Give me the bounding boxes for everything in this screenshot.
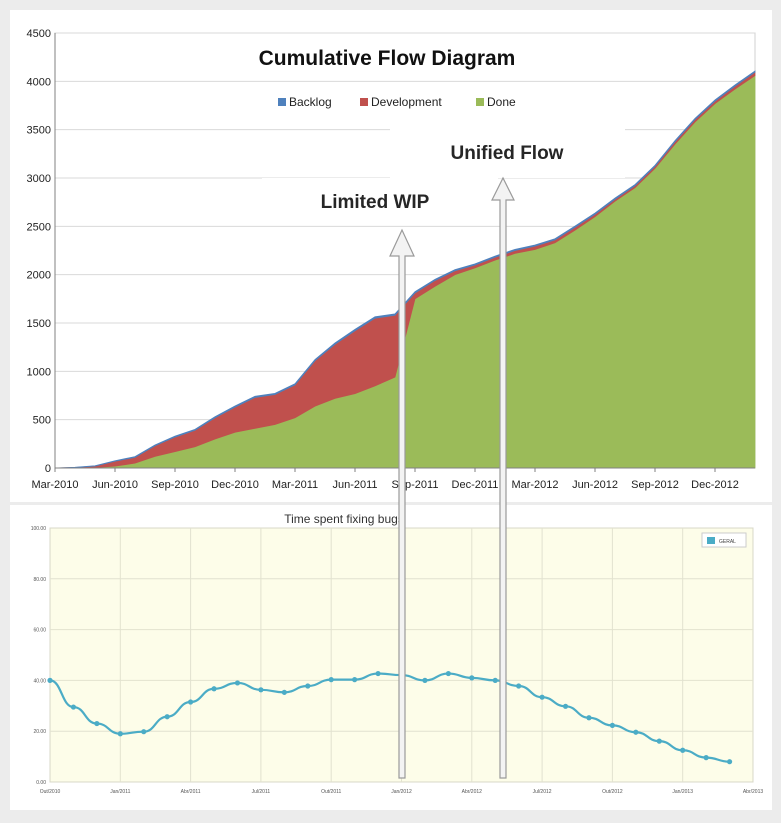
- annotation-box-limited-wip: [262, 178, 498, 222]
- cfd-ytick-label: 4000: [27, 76, 51, 88]
- bugs-data-point: [117, 731, 123, 737]
- bugs-series-line: [49, 672, 730, 763]
- cfd-legend: Backlog Development Done: [278, 95, 516, 109]
- bugs-xtick-label: Out/2010: [40, 789, 61, 795]
- bugs-data-point: [234, 680, 241, 686]
- bugs-data-point: [469, 675, 475, 681]
- bugs-data-point: [70, 704, 77, 710]
- bugs-data-point: [562, 703, 569, 709]
- cfd-title: Cumulative Flow Diagram: [259, 47, 516, 70]
- bugs-data-point: [539, 694, 545, 700]
- bugs-xtick-label: Jul/2012: [533, 789, 552, 795]
- bugs-data-point: [352, 677, 358, 683]
- bugs-xtick-label: Jan/2012: [391, 789, 412, 795]
- cfd-xtick-label: Jun-2010: [92, 479, 138, 491]
- annotation-limited-wip: Limited WIP: [321, 192, 430, 213]
- bugs-data-point: [445, 670, 451, 677]
- limited-wip-arrow: [389, 228, 415, 779]
- cfd-ytick-label: 1000: [27, 366, 51, 378]
- bugs-data-point: [656, 738, 662, 744]
- bugs-data-point: [164, 714, 170, 720]
- cfd-ytick-label: 2500: [27, 221, 51, 233]
- legend-swatch-backlog: [278, 98, 286, 106]
- legend-swatch-done: [476, 98, 484, 106]
- cfd-xtick-label: Mar-2012: [511, 479, 558, 491]
- bugs-data-point: [141, 729, 147, 735]
- bugs-ytick-label: 60.00: [33, 628, 46, 634]
- bugs-data-point: [492, 677, 498, 684]
- cfd-ytick-label: 0: [45, 463, 51, 475]
- cfd-ytick-label: 1500: [27, 318, 51, 330]
- unified-flow-arrow: [491, 176, 515, 779]
- annotation-arrows: [389, 176, 515, 779]
- cfd-xtick-label: Mar-2010: [31, 479, 78, 491]
- bugs-xtick-label: Out/2011: [321, 789, 341, 795]
- cfd-ytick-label: 2000: [27, 270, 51, 282]
- bugs-data-point: [609, 722, 616, 728]
- legend-swatch-development: [360, 98, 368, 106]
- legend-label-geral: GERAL: [719, 539, 736, 545]
- bugs-data-point: [375, 670, 381, 677]
- bugs-ytick-label: 80.00: [33, 577, 46, 583]
- cfd-area-backlog: [54, 70, 756, 469]
- bugs-data-point: [47, 677, 53, 684]
- legend-label-development: Development: [371, 95, 442, 109]
- cfd-ytick-label: 3500: [27, 125, 51, 137]
- bugs-xtick-label: Jan/2011: [110, 789, 130, 795]
- cfd-ytick-label: 500: [33, 415, 51, 427]
- bugs-data-point: [680, 747, 686, 753]
- bugs-ytick-label: 0.00: [36, 780, 46, 786]
- bugs-data-point: [633, 729, 639, 735]
- cfd-xtick-label: Dec-2010: [211, 479, 259, 491]
- bugs-data-point: [516, 683, 522, 689]
- annotation-unified-flow: Unified Flow: [451, 143, 564, 164]
- bugs-data-point: [188, 699, 194, 705]
- bugs-data-point: [258, 687, 264, 693]
- legend-label-backlog: Backlog: [289, 95, 332, 109]
- bugs-title: Time spent fixing bugs: [284, 512, 404, 526]
- bugs-xtick-label: Jan/2013: [672, 789, 693, 795]
- cfd-xtick-label: Mar-2011: [272, 479, 318, 491]
- bugs-data-point: [211, 686, 217, 692]
- cfd-xtick-label: Sep-2012: [631, 479, 679, 491]
- cfd-xtick-label: Sep-2010: [151, 479, 199, 491]
- cfd-xtick-label: Dec-2012: [691, 479, 739, 491]
- bugs-xtick-label: Abr/2011: [181, 789, 201, 795]
- bugs-data-point: [94, 720, 100, 727]
- bugs-xtick-label: Abr/2012: [462, 789, 483, 795]
- bugs-legend: GERAL: [701, 532, 747, 548]
- cfd-xtick-label: Jun-2012: [572, 479, 618, 491]
- cfd-ytick-label: 3000: [27, 173, 51, 185]
- bugs-data-point: [281, 689, 287, 695]
- bugs-data-point: [422, 677, 428, 684]
- bugs-data-point: [586, 715, 592, 721]
- bugs-ytick-label: 20.00: [33, 729, 46, 735]
- bugs-ytick-label: 40.00: [33, 678, 46, 684]
- bugs-ytick-label: 100.00: [31, 526, 47, 532]
- legend-swatch-geral: [707, 537, 715, 544]
- cfd-xtick-label: Dec-2011: [452, 479, 499, 491]
- cfd-ytick-label: 4500: [27, 28, 51, 40]
- bugs-data-point: [726, 759, 733, 765]
- annotation-box-unified-flow: [390, 128, 625, 178]
- bugs-data-point: [305, 683, 311, 689]
- bugs-xtick-label: Jul/2011: [252, 789, 271, 795]
- bugs-xtick-label: Out/2012: [602, 789, 623, 795]
- legend-label-done: Done: [487, 95, 516, 109]
- bugs-data-point: [703, 755, 709, 761]
- cfd-xtick-label: Jun-2011: [332, 479, 377, 491]
- bugs-data-point: [328, 677, 334, 683]
- bugs-xtick-label: Abr/2013: [743, 789, 764, 795]
